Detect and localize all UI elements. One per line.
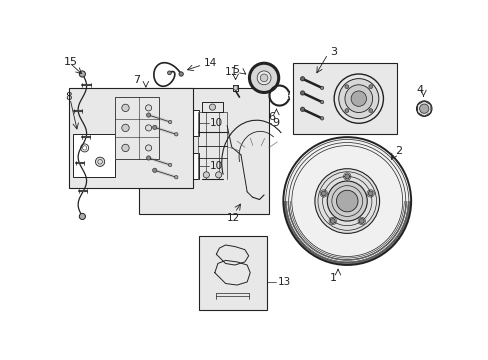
Text: 5: 5 xyxy=(231,65,238,75)
Bar xyxy=(143,153,199,179)
Text: 13: 13 xyxy=(277,276,290,287)
Circle shape xyxy=(179,72,183,76)
Circle shape xyxy=(79,71,85,77)
Text: 4: 4 xyxy=(416,85,423,95)
Circle shape xyxy=(321,191,325,196)
Text: 9: 9 xyxy=(271,118,278,128)
Circle shape xyxy=(300,77,304,81)
Bar xyxy=(73,134,115,177)
Text: 3: 3 xyxy=(329,47,337,57)
Circle shape xyxy=(174,176,178,179)
Circle shape xyxy=(320,100,323,104)
Circle shape xyxy=(338,78,378,119)
Circle shape xyxy=(368,109,372,113)
Text: 7: 7 xyxy=(133,75,141,85)
Circle shape xyxy=(152,168,157,172)
Text: 10: 10 xyxy=(209,118,222,128)
Circle shape xyxy=(419,104,428,113)
Circle shape xyxy=(167,71,171,75)
Circle shape xyxy=(146,113,150,117)
Bar xyxy=(199,236,266,310)
Circle shape xyxy=(300,91,304,95)
Circle shape xyxy=(233,86,238,90)
Circle shape xyxy=(122,104,129,112)
Circle shape xyxy=(203,172,209,178)
Circle shape xyxy=(257,71,270,85)
Circle shape xyxy=(416,101,431,116)
Circle shape xyxy=(326,181,366,221)
Circle shape xyxy=(122,124,129,132)
Text: 2: 2 xyxy=(394,146,401,156)
Circle shape xyxy=(168,163,171,167)
Circle shape xyxy=(174,132,178,136)
Circle shape xyxy=(145,145,151,151)
Text: 14: 14 xyxy=(203,58,217,68)
Circle shape xyxy=(249,63,278,93)
Circle shape xyxy=(344,85,372,112)
Circle shape xyxy=(215,172,221,178)
Circle shape xyxy=(333,74,383,123)
Bar xyxy=(68,88,193,188)
Circle shape xyxy=(260,74,267,82)
Circle shape xyxy=(79,213,85,220)
Circle shape xyxy=(329,219,335,224)
Circle shape xyxy=(367,191,372,196)
Circle shape xyxy=(209,104,215,110)
Text: 11: 11 xyxy=(224,67,238,77)
Circle shape xyxy=(344,109,348,113)
Circle shape xyxy=(368,85,372,89)
Circle shape xyxy=(314,169,379,233)
Circle shape xyxy=(283,137,410,265)
Circle shape xyxy=(320,117,323,120)
Circle shape xyxy=(122,144,129,152)
Circle shape xyxy=(145,105,151,111)
Circle shape xyxy=(320,86,323,90)
Bar xyxy=(293,63,396,134)
Text: 12: 12 xyxy=(226,213,240,223)
Circle shape xyxy=(146,156,150,160)
Circle shape xyxy=(300,107,304,112)
Circle shape xyxy=(95,157,104,166)
Bar xyxy=(143,110,199,136)
Text: 8: 8 xyxy=(65,92,72,102)
Circle shape xyxy=(336,190,357,212)
Circle shape xyxy=(168,120,171,124)
Text: 1: 1 xyxy=(329,273,336,283)
Circle shape xyxy=(145,125,151,131)
Circle shape xyxy=(344,174,349,179)
Text: 6: 6 xyxy=(268,112,275,122)
Text: 10: 10 xyxy=(209,161,222,171)
Circle shape xyxy=(344,85,348,89)
Circle shape xyxy=(350,91,366,106)
Circle shape xyxy=(359,219,364,224)
Bar xyxy=(139,88,268,214)
Circle shape xyxy=(152,125,157,130)
Text: 15: 15 xyxy=(64,57,78,67)
